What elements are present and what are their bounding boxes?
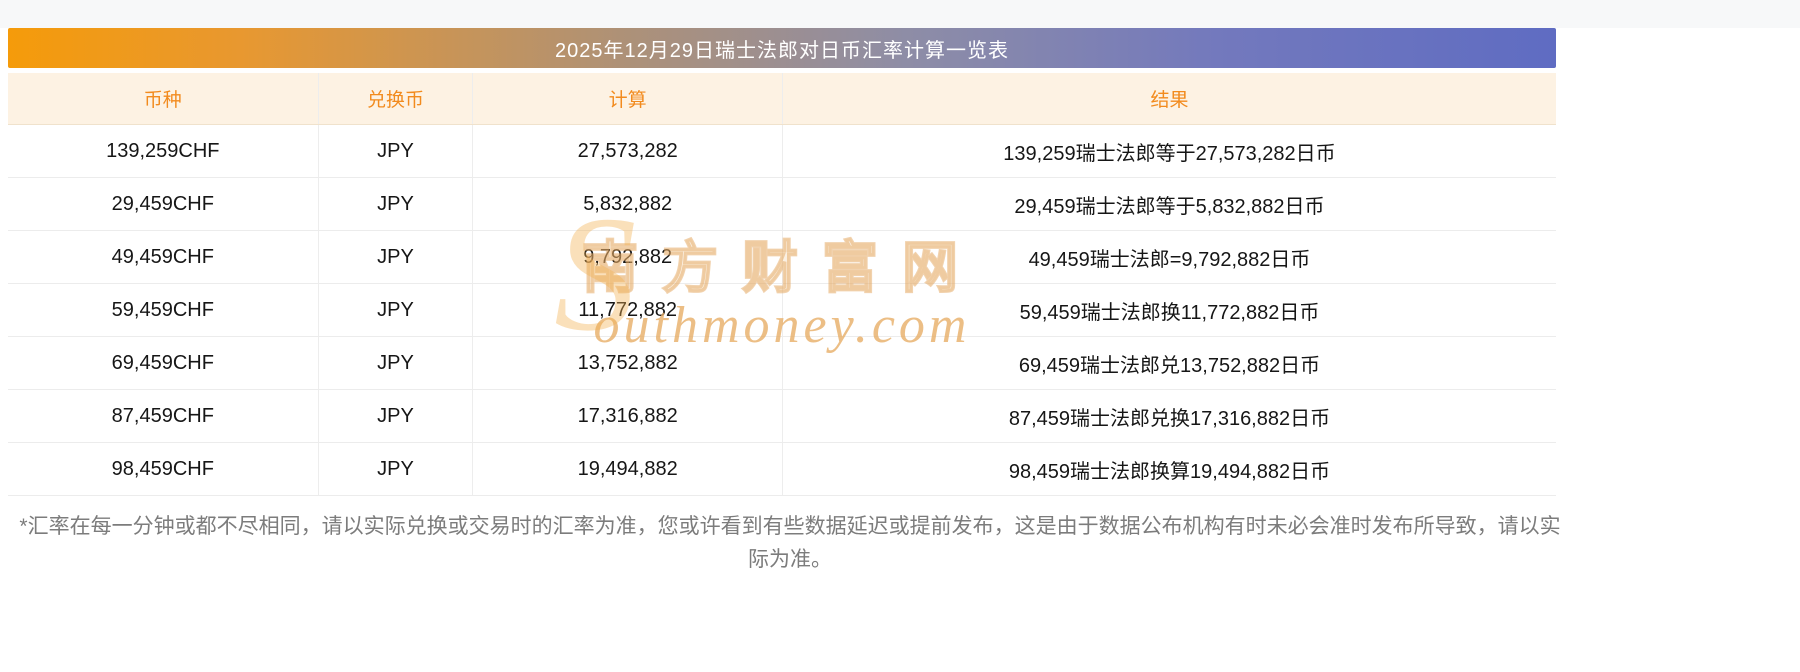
cell-currency-amount: 69,459CHF: [111, 351, 214, 374]
table-header-row: 币种 兑换币 计算 结果: [8, 73, 1556, 125]
cell-currency-amount: 139,259CHF: [106, 139, 220, 162]
cell-calculation: 13,752,882: [472, 337, 782, 389]
cell-currency-amount: 29,459CHF: [111, 192, 214, 215]
column-header-result: 结果: [781, 73, 1556, 124]
table-row: 139,259CHF JPY 27,573,282 139,259瑞士法郎等于2…: [8, 125, 1556, 178]
cell-calculation: 5,832,882: [472, 178, 782, 230]
cell-target-currency: JPY: [317, 337, 473, 389]
cell-calculation: 27,573,282: [472, 125, 782, 177]
cell-currency-amount: 59,459CHF: [111, 298, 214, 321]
cell-target-currency: JPY: [317, 178, 473, 230]
title-bar: 2025年12月29日瑞士法郎对日币汇率计算一览表: [8, 28, 1556, 68]
cell-calculation: 19,494,882: [472, 443, 782, 495]
top-strip: [0, 0, 1800, 28]
cell-calculation: 11,772,882: [472, 284, 782, 336]
page-title: 2025年12月29日瑞士法郎对日币汇率计算一览表: [555, 39, 1009, 62]
cell-currency-amount: 49,459CHF: [111, 245, 214, 268]
table-row: 87,459CHF JPY 17,316,882 87,459瑞士法郎兑换17,…: [8, 390, 1556, 443]
table-row: 29,459CHF JPY 5,832,882 29,459瑞士法郎等于5,83…: [8, 178, 1556, 231]
cell-target-currency: JPY: [317, 125, 473, 177]
content-area: 2025年12月29日瑞士法郎对日币汇率计算一览表 币种 兑换币 计算 结果 1…: [8, 28, 1561, 576]
cell-target-currency: JPY: [317, 231, 473, 283]
column-header-calculation: 计算: [472, 73, 782, 124]
cell-calculation: 17,316,882: [472, 390, 782, 442]
cell-calculation: 9,792,882: [472, 231, 782, 283]
table-row: 69,459CHF JPY 13,752,882 69,459瑞士法郎兑13,7…: [8, 337, 1556, 390]
column-header-currency: 币种: [143, 90, 182, 111]
footnote: *汇率在每一分钟或都不尽相同，请以实际兑换或交易时的汇率为准，您或许看到有些数据…: [19, 515, 1561, 571]
cell-result: 139,259瑞士法郎等于27,573,282日币: [781, 125, 1556, 177]
cell-target-currency: JPY: [317, 443, 473, 495]
cell-currency-amount: 98,459CHF: [111, 457, 214, 480]
cell-currency-amount: 87,459CHF: [111, 404, 214, 427]
cell-target-currency: JPY: [317, 284, 473, 336]
cell-target-currency: JPY: [317, 390, 473, 442]
table-row: 59,459CHF JPY 11,772,882 59,459瑞士法郎换11,7…: [8, 284, 1556, 337]
cell-result: 87,459瑞士法郎兑换17,316,882日币: [781, 390, 1556, 442]
cell-result: 49,459瑞士法郎=9,792,882日币: [781, 231, 1556, 283]
cell-result: 69,459瑞士法郎兑13,752,882日币: [781, 337, 1556, 389]
rate-table: 币种 兑换币 计算 结果 139,259CHF JPY 27,573,282 1…: [8, 73, 1556, 496]
cell-result: 98,459瑞士法郎换算19,494,882日币: [781, 443, 1556, 495]
table-row: 49,459CHF JPY 9,792,882 49,459瑞士法郎=9,792…: [8, 231, 1556, 284]
column-header-target: 兑换币: [317, 73, 473, 124]
table-row: 98,459CHF JPY 19,494,882 98,459瑞士法郎换算19,…: [8, 443, 1556, 496]
cell-result: 29,459瑞士法郎等于5,832,882日币: [781, 178, 1556, 230]
cell-result: 59,459瑞士法郎换11,772,882日币: [781, 284, 1556, 336]
